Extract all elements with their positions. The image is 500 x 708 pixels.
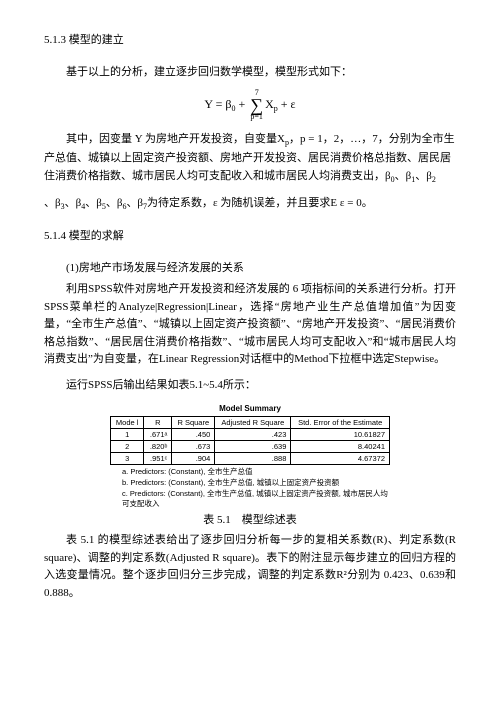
table-title: Model Summary — [110, 403, 390, 416]
paragraph: 表 5.1 的模型综述表给出了逐步回归分析每一步的复相关系数(R)、判定系数(R… — [44, 532, 456, 602]
th-stderr: Std. Error of the Estimate — [291, 417, 390, 429]
plus: + — [235, 97, 248, 111]
note-b: b. Predictors: (Constant), 全市生产总值, 城镇以上固… — [122, 478, 390, 488]
paragraph: 基于以上的分析，建立逐步回归数学模型，模型形式如下： — [44, 64, 456, 82]
paragraph: 运行SPSS后输出结果如表5.1~5.4所示： — [44, 377, 456, 395]
table-row: 3 .951ᶜ .904 .888 4.67372 — [111, 453, 390, 465]
document-page: 5.1.3 模型的建立 基于以上的分析，建立逐步回归数学模型，模型形式如下： Y… — [0, 0, 500, 630]
note-c: c. Predictors: (Constant), 全市生产总值, 城镇以上固… — [122, 489, 390, 509]
formula-lhs: Y = β — [204, 97, 231, 111]
table-wrapper: Model Summary Mode l R R Square Adjusted… — [110, 403, 390, 509]
th-model: Mode l — [111, 417, 144, 429]
sigma: ∑ — [250, 97, 263, 113]
table-header-row: Mode l R R Square Adjusted R Square Std.… — [111, 417, 390, 429]
section-heading-1: 5.1.3 模型的建立 — [44, 32, 456, 50]
xp: X — [265, 97, 274, 111]
table-caption: 表 5.1 模型综述表 — [44, 512, 456, 530]
table-row: 1 .671ᵃ .450 .423 10.61827 — [111, 429, 390, 441]
section-heading-2: 5.1.4 模型的求解 — [44, 228, 456, 246]
th-rsquare: R Square — [172, 417, 215, 429]
th-adj-rsquare: Adjusted R Square — [215, 417, 291, 429]
tail: + ε — [278, 97, 296, 111]
paragraph-cont: 、β3、β4、β5、β6、β7为待定系数，ε 为随机误差，并且要求E ε = 0… — [44, 195, 456, 214]
note-a: a. Predictors: (Constant), 全市生产总值 — [122, 467, 390, 477]
list-item: (1)房地产市场发展与经济发展的关系 — [44, 260, 456, 278]
table-notes: a. Predictors: (Constant), 全市生产总值 b. Pre… — [110, 467, 390, 508]
paragraph: 其中，因变量 Y 为房地产开发投资，自变量Xp，p = 1，2，…，7，分别为全… — [44, 131, 456, 187]
th-r: R — [144, 417, 172, 429]
paragraph: 利用SPSS软件对房地产开发投资和经济发展的 6 项指标间的关系进行分析。打开S… — [44, 281, 456, 369]
model-summary-table: Mode l R R Square Adjusted R Square Std.… — [110, 416, 390, 465]
sum-lower: p=1 — [250, 113, 263, 121]
formula: Y = β0 + 7∑p=1Xp + ε — [44, 89, 456, 121]
summation: 7∑p=1 — [250, 89, 263, 121]
table-row: 2 .820ᵇ .673 .639 8.40241 — [111, 441, 390, 453]
